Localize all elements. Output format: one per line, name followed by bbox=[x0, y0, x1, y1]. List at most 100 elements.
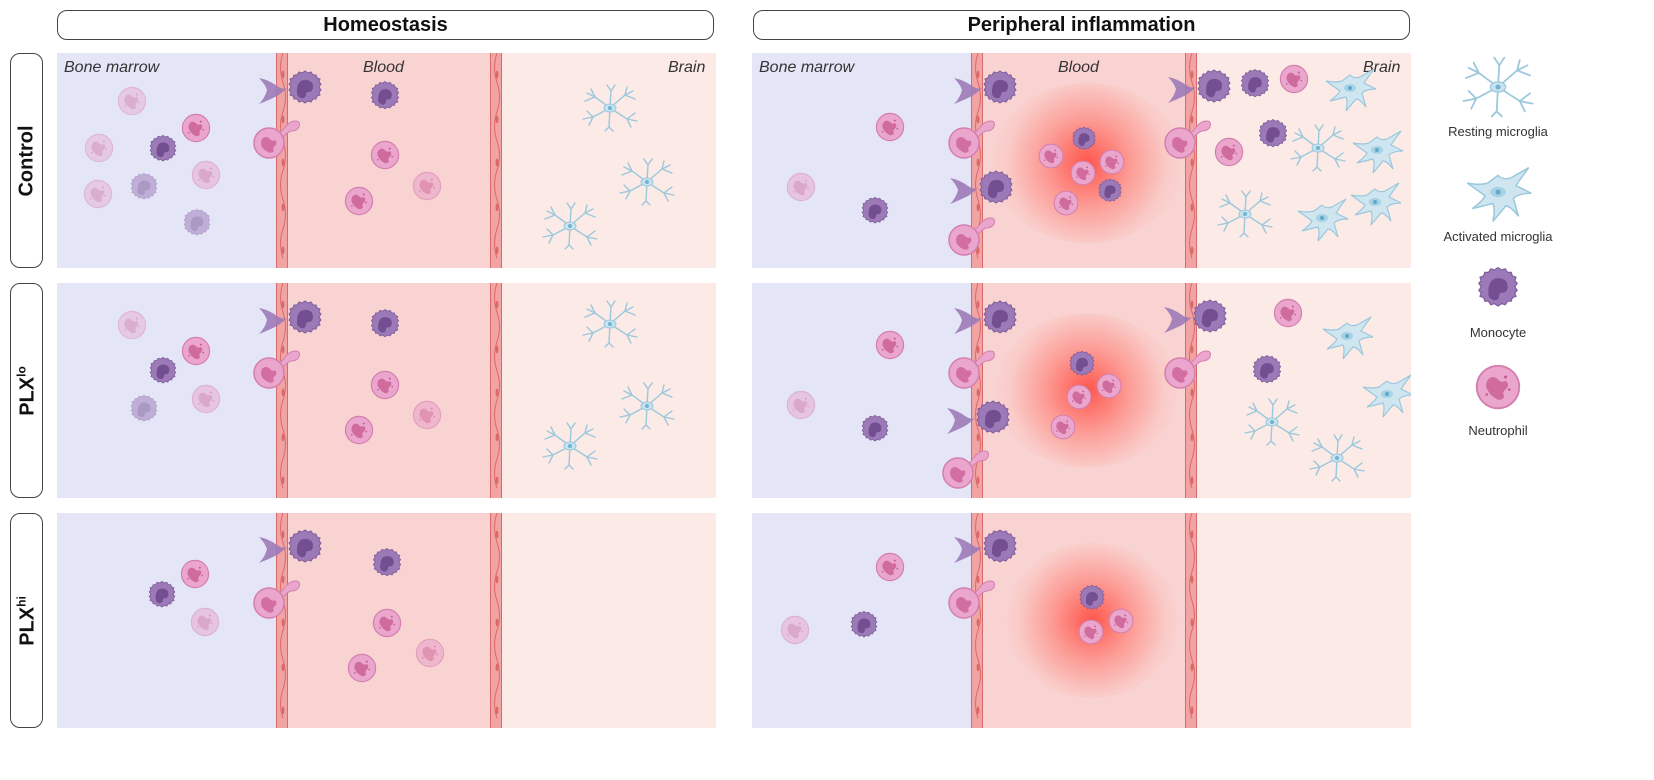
panel-inflammation-plx-hi bbox=[752, 513, 1411, 728]
legend-label: Activated microglia bbox=[1443, 229, 1553, 244]
transmigrating-monocyte-icon bbox=[945, 398, 1015, 438]
column-header-homeostasis: Homeostasis bbox=[57, 10, 714, 40]
vessel-wall bbox=[1185, 283, 1197, 498]
resting-microglia-icon bbox=[535, 201, 605, 251]
activated-microglia-icon bbox=[1453, 160, 1543, 224]
resting-microglia-icon bbox=[1237, 397, 1307, 447]
bone-marrow-zone bbox=[752, 283, 972, 498]
zone-label-bone-marrow: Bone marrow bbox=[759, 59, 855, 76]
legend-label: Monocyte bbox=[1469, 325, 1527, 340]
vessel-wall bbox=[971, 53, 983, 268]
transmigrating-neutrophil-icon bbox=[251, 571, 311, 621]
transmigrating-monocyte-icon bbox=[952, 68, 1022, 108]
monocyte-icon bbox=[1474, 264, 1522, 312]
neutrophil-icon bbox=[116, 85, 148, 117]
neutrophil-icon bbox=[874, 551, 906, 583]
neutrophil-icon bbox=[1272, 297, 1304, 329]
transmigrating-monocyte-icon bbox=[1162, 297, 1232, 337]
transmigrating-monocyte-icon bbox=[948, 168, 1018, 208]
transmigrating-monocyte-icon bbox=[257, 68, 327, 108]
vessel-wall bbox=[276, 513, 288, 728]
vessel-wall bbox=[1185, 513, 1197, 728]
neutrophil-icon bbox=[179, 558, 211, 590]
neutrophil-icon bbox=[785, 171, 817, 203]
neutrophil-icon bbox=[189, 606, 221, 638]
bone-marrow-zone bbox=[752, 53, 972, 268]
transmigrating-monocyte-icon bbox=[257, 527, 327, 567]
neutrophil-icon bbox=[369, 139, 401, 171]
legend-resting-microglia: Resting microglia bbox=[1418, 55, 1578, 139]
transmigrating-monocyte-icon bbox=[952, 298, 1022, 338]
row-header-plx-lo: PLXlo bbox=[10, 283, 43, 498]
vessel-wall bbox=[971, 513, 983, 728]
neutrophil-icon bbox=[785, 389, 817, 421]
row-label-plx-hi: PLXhi bbox=[14, 595, 38, 646]
column-header-inflammation: Peripheral inflammation bbox=[753, 10, 1410, 40]
transmigrating-neutrophil-icon bbox=[946, 571, 1006, 621]
legend-label: Resting microglia bbox=[1448, 124, 1548, 139]
neutrophil-icon bbox=[1278, 63, 1310, 95]
neutrophil-icon bbox=[411, 399, 443, 431]
legend-neutrophil: Neutrophil bbox=[1418, 362, 1578, 438]
monocyte-icon bbox=[1250, 353, 1284, 387]
neutrophil-icon bbox=[1213, 136, 1245, 168]
resting-microglia-icon bbox=[575, 299, 645, 349]
neutrophil-icon bbox=[180, 335, 212, 367]
vessel-wall bbox=[490, 53, 502, 268]
transmigrating-neutrophil-icon bbox=[251, 111, 311, 161]
neutrophil-icon bbox=[1473, 362, 1523, 412]
neutrophil-icon bbox=[82, 178, 114, 210]
neutrophil-icon bbox=[1077, 618, 1105, 646]
monocyte-icon bbox=[368, 79, 402, 113]
legend-monocyte: Monocyte bbox=[1418, 264, 1578, 340]
row-header-control: Control bbox=[10, 53, 43, 268]
monocyte-icon bbox=[147, 355, 179, 387]
monocyte-icon bbox=[848, 609, 880, 641]
neutrophil-icon bbox=[1098, 148, 1126, 176]
panel-homeostasis-plx-lo bbox=[57, 283, 716, 498]
transmigrating-neutrophil-icon bbox=[1162, 341, 1222, 391]
monocyte-icon bbox=[147, 133, 179, 165]
neutrophil-icon bbox=[180, 112, 212, 144]
brain-zone bbox=[1197, 513, 1411, 728]
legend-activated-microglia: Activated microglia bbox=[1418, 160, 1578, 244]
monocyte-icon bbox=[1096, 177, 1124, 205]
activated-microglia-icon bbox=[1352, 369, 1411, 419]
neutrophil-icon bbox=[190, 159, 222, 191]
vessel-wall bbox=[1185, 53, 1197, 268]
vessel-wall bbox=[971, 283, 983, 498]
resting-microglia-icon bbox=[1210, 189, 1280, 239]
panel-inflammation-plx-lo bbox=[752, 283, 1411, 498]
panel-homeostasis-plx-hi bbox=[57, 513, 716, 728]
neutrophil-icon bbox=[414, 637, 446, 669]
activated-microglia-icon bbox=[1342, 125, 1411, 175]
neutrophil-icon bbox=[1065, 383, 1093, 411]
resting-microglia-icon bbox=[575, 83, 645, 133]
activated-microglia-icon bbox=[1312, 311, 1382, 361]
monocyte-icon bbox=[1238, 67, 1272, 101]
row-label-plx-lo: PLXlo bbox=[14, 365, 38, 416]
neutrophil-icon bbox=[190, 383, 222, 415]
monocyte-icon bbox=[181, 207, 213, 239]
transmigrating-neutrophil-icon bbox=[946, 111, 1006, 161]
resting-microglia-icon bbox=[612, 381, 682, 431]
transmigrating-neutrophil-icon bbox=[946, 341, 1006, 391]
row-header-plx-hi: PLXhi bbox=[10, 513, 43, 728]
vessel-wall bbox=[276, 283, 288, 498]
monocyte-icon bbox=[128, 393, 160, 425]
monocyte-icon bbox=[859, 413, 891, 445]
transmigrating-neutrophil-icon bbox=[251, 341, 311, 391]
zone-label-bone-marrow: Bone marrow bbox=[64, 59, 160, 76]
brain-zone bbox=[502, 513, 716, 728]
transmigrating-monocyte-icon bbox=[952, 527, 1022, 567]
neutrophil-icon bbox=[1107, 607, 1135, 635]
monocyte-icon bbox=[859, 195, 891, 227]
activated-microglia-icon bbox=[1315, 63, 1385, 113]
monocyte-icon bbox=[1067, 349, 1097, 379]
transmigrating-neutrophil-icon bbox=[946, 208, 1006, 258]
neutrophil-icon bbox=[1037, 142, 1065, 170]
neutrophil-icon bbox=[346, 652, 378, 684]
bone-marrow-zone bbox=[57, 513, 277, 728]
neutrophil-icon bbox=[1052, 189, 1080, 217]
monocyte-icon bbox=[1077, 583, 1107, 613]
